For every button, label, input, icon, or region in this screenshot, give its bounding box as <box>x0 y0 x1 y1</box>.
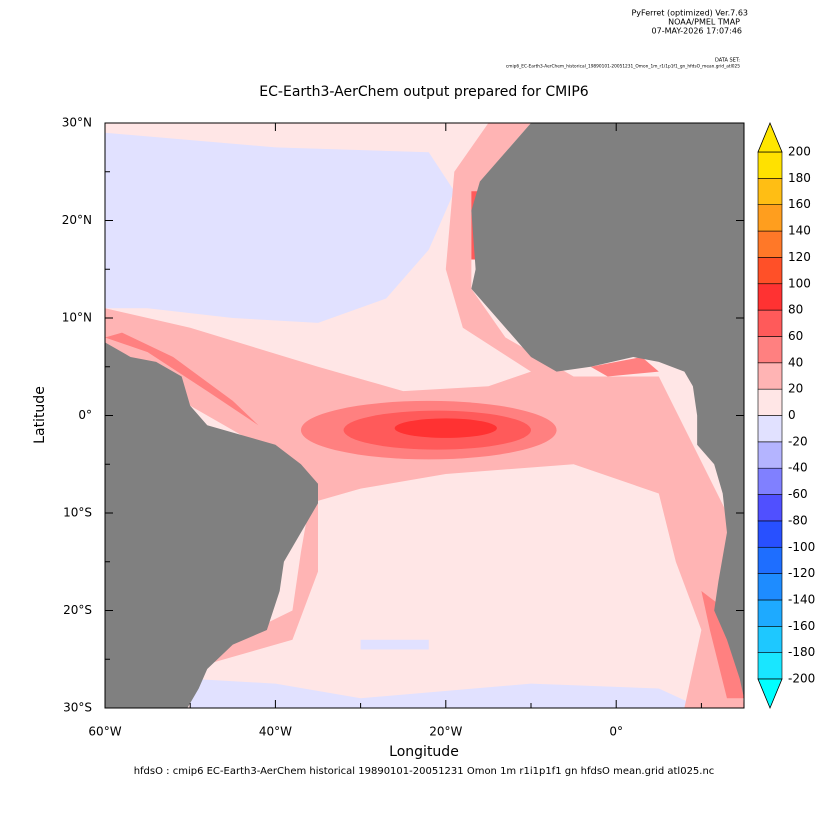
y-tick-label: 30°N <box>62 116 92 130</box>
org: NOAA/PMEL TMAP <box>668 18 740 27</box>
y-tick-label: 20°N <box>62 213 92 227</box>
colorbar-band <box>757 467 783 495</box>
land-south-america <box>105 342 318 708</box>
colorbar-label: -140 <box>788 592 815 606</box>
x-axis-label: Longitude <box>389 744 459 760</box>
cool-region <box>105 132 455 323</box>
colorbar-label: 40 <box>788 355 803 369</box>
colorbar-band <box>757 415 783 443</box>
x-tick-label: 20°W <box>429 725 462 739</box>
x-tick-label: 60°W <box>88 725 121 739</box>
colorbar-label: 200 <box>788 145 811 159</box>
warm-coast-sa <box>105 332 259 426</box>
colorbar-band <box>757 362 783 390</box>
colorbar-label: -200 <box>788 672 815 686</box>
colorbar-band <box>757 204 783 232</box>
colorbar-band <box>757 494 783 522</box>
dataset: cmip6_EC-Earth3-AerChem_historical_19890… <box>506 64 740 70</box>
y-tick-label: 10°S <box>63 506 92 520</box>
y-tick-label: 20°S <box>63 603 92 617</box>
colorbar-label: -80 <box>788 513 808 527</box>
colorbar-label: 60 <box>788 329 803 343</box>
colorbar-label: -60 <box>788 487 808 501</box>
colorbar-label: 20 <box>788 382 803 396</box>
colorbar-band <box>757 388 783 416</box>
title: EC-Earth3-AerChem output prepared for CM… <box>259 84 588 100</box>
y-tick-label: 10°N <box>62 311 92 325</box>
colorbar-band <box>757 230 783 258</box>
colorbar-band <box>757 336 783 364</box>
y-tick-label: 0° <box>78 408 92 422</box>
colorbar-label: 140 <box>788 224 811 238</box>
footer: hfdsO : cmip6 EC-Earth3-AerChem historic… <box>134 766 715 777</box>
colorbar-label: -180 <box>788 645 815 659</box>
cool-south <box>190 678 702 708</box>
colorbar: -200-180-160-140-120-100-80-60-40-200204… <box>757 121 815 710</box>
warm-benguela <box>701 591 744 699</box>
colorbar-under <box>757 678 783 710</box>
dataset-label: DATA SET: <box>715 58 740 64</box>
colorbar-label: -120 <box>788 566 815 580</box>
y-axis-label: Latitude <box>32 386 48 444</box>
colorbar-band <box>757 441 783 469</box>
date: 07-MAY-2026 17:07:46 <box>652 27 742 36</box>
colorbar-band <box>757 257 783 285</box>
axes: 60°W 40°W 20°W 0° 30°N 20°N 10°N 0° 10°S 20°S 30°S <box>62 116 745 739</box>
colorbar-band <box>757 520 783 548</box>
x-tick-label: 0° <box>609 725 623 739</box>
colorbar-label: -160 <box>788 619 815 633</box>
colorbar-band <box>757 151 783 179</box>
colorbar-band <box>757 573 783 601</box>
warm-core-max <box>394 418 497 438</box>
colorbar-label: 180 <box>788 171 811 185</box>
colorbar-band <box>757 599 783 627</box>
map <box>105 123 744 708</box>
x-tick-label: 40°W <box>259 725 292 739</box>
colorbar-label: 120 <box>788 250 811 264</box>
colorbar-label: 80 <box>788 303 803 317</box>
colorbar-over <box>757 121 783 153</box>
colorbar-label: -40 <box>788 461 808 475</box>
colorbar-label: -20 <box>788 434 808 448</box>
colorbar-band <box>757 652 783 680</box>
cool-patch <box>360 639 429 650</box>
program: PyFerret (optimized) Ver.7.63 <box>631 9 748 18</box>
colorbar-label: -100 <box>788 540 815 554</box>
colorbar-label: 100 <box>788 276 811 290</box>
colorbar-band <box>757 309 783 337</box>
colorbar-band <box>757 625 783 653</box>
warm-gulf <box>590 357 659 377</box>
colorbar-label: 160 <box>788 197 811 211</box>
colorbar-band <box>757 283 783 311</box>
land-africa <box>471 123 744 699</box>
colorbar-band <box>757 546 783 574</box>
colorbar-band <box>757 178 783 206</box>
y-tick-label: 30°S <box>63 701 92 715</box>
colorbar-label: 0 <box>788 408 796 422</box>
